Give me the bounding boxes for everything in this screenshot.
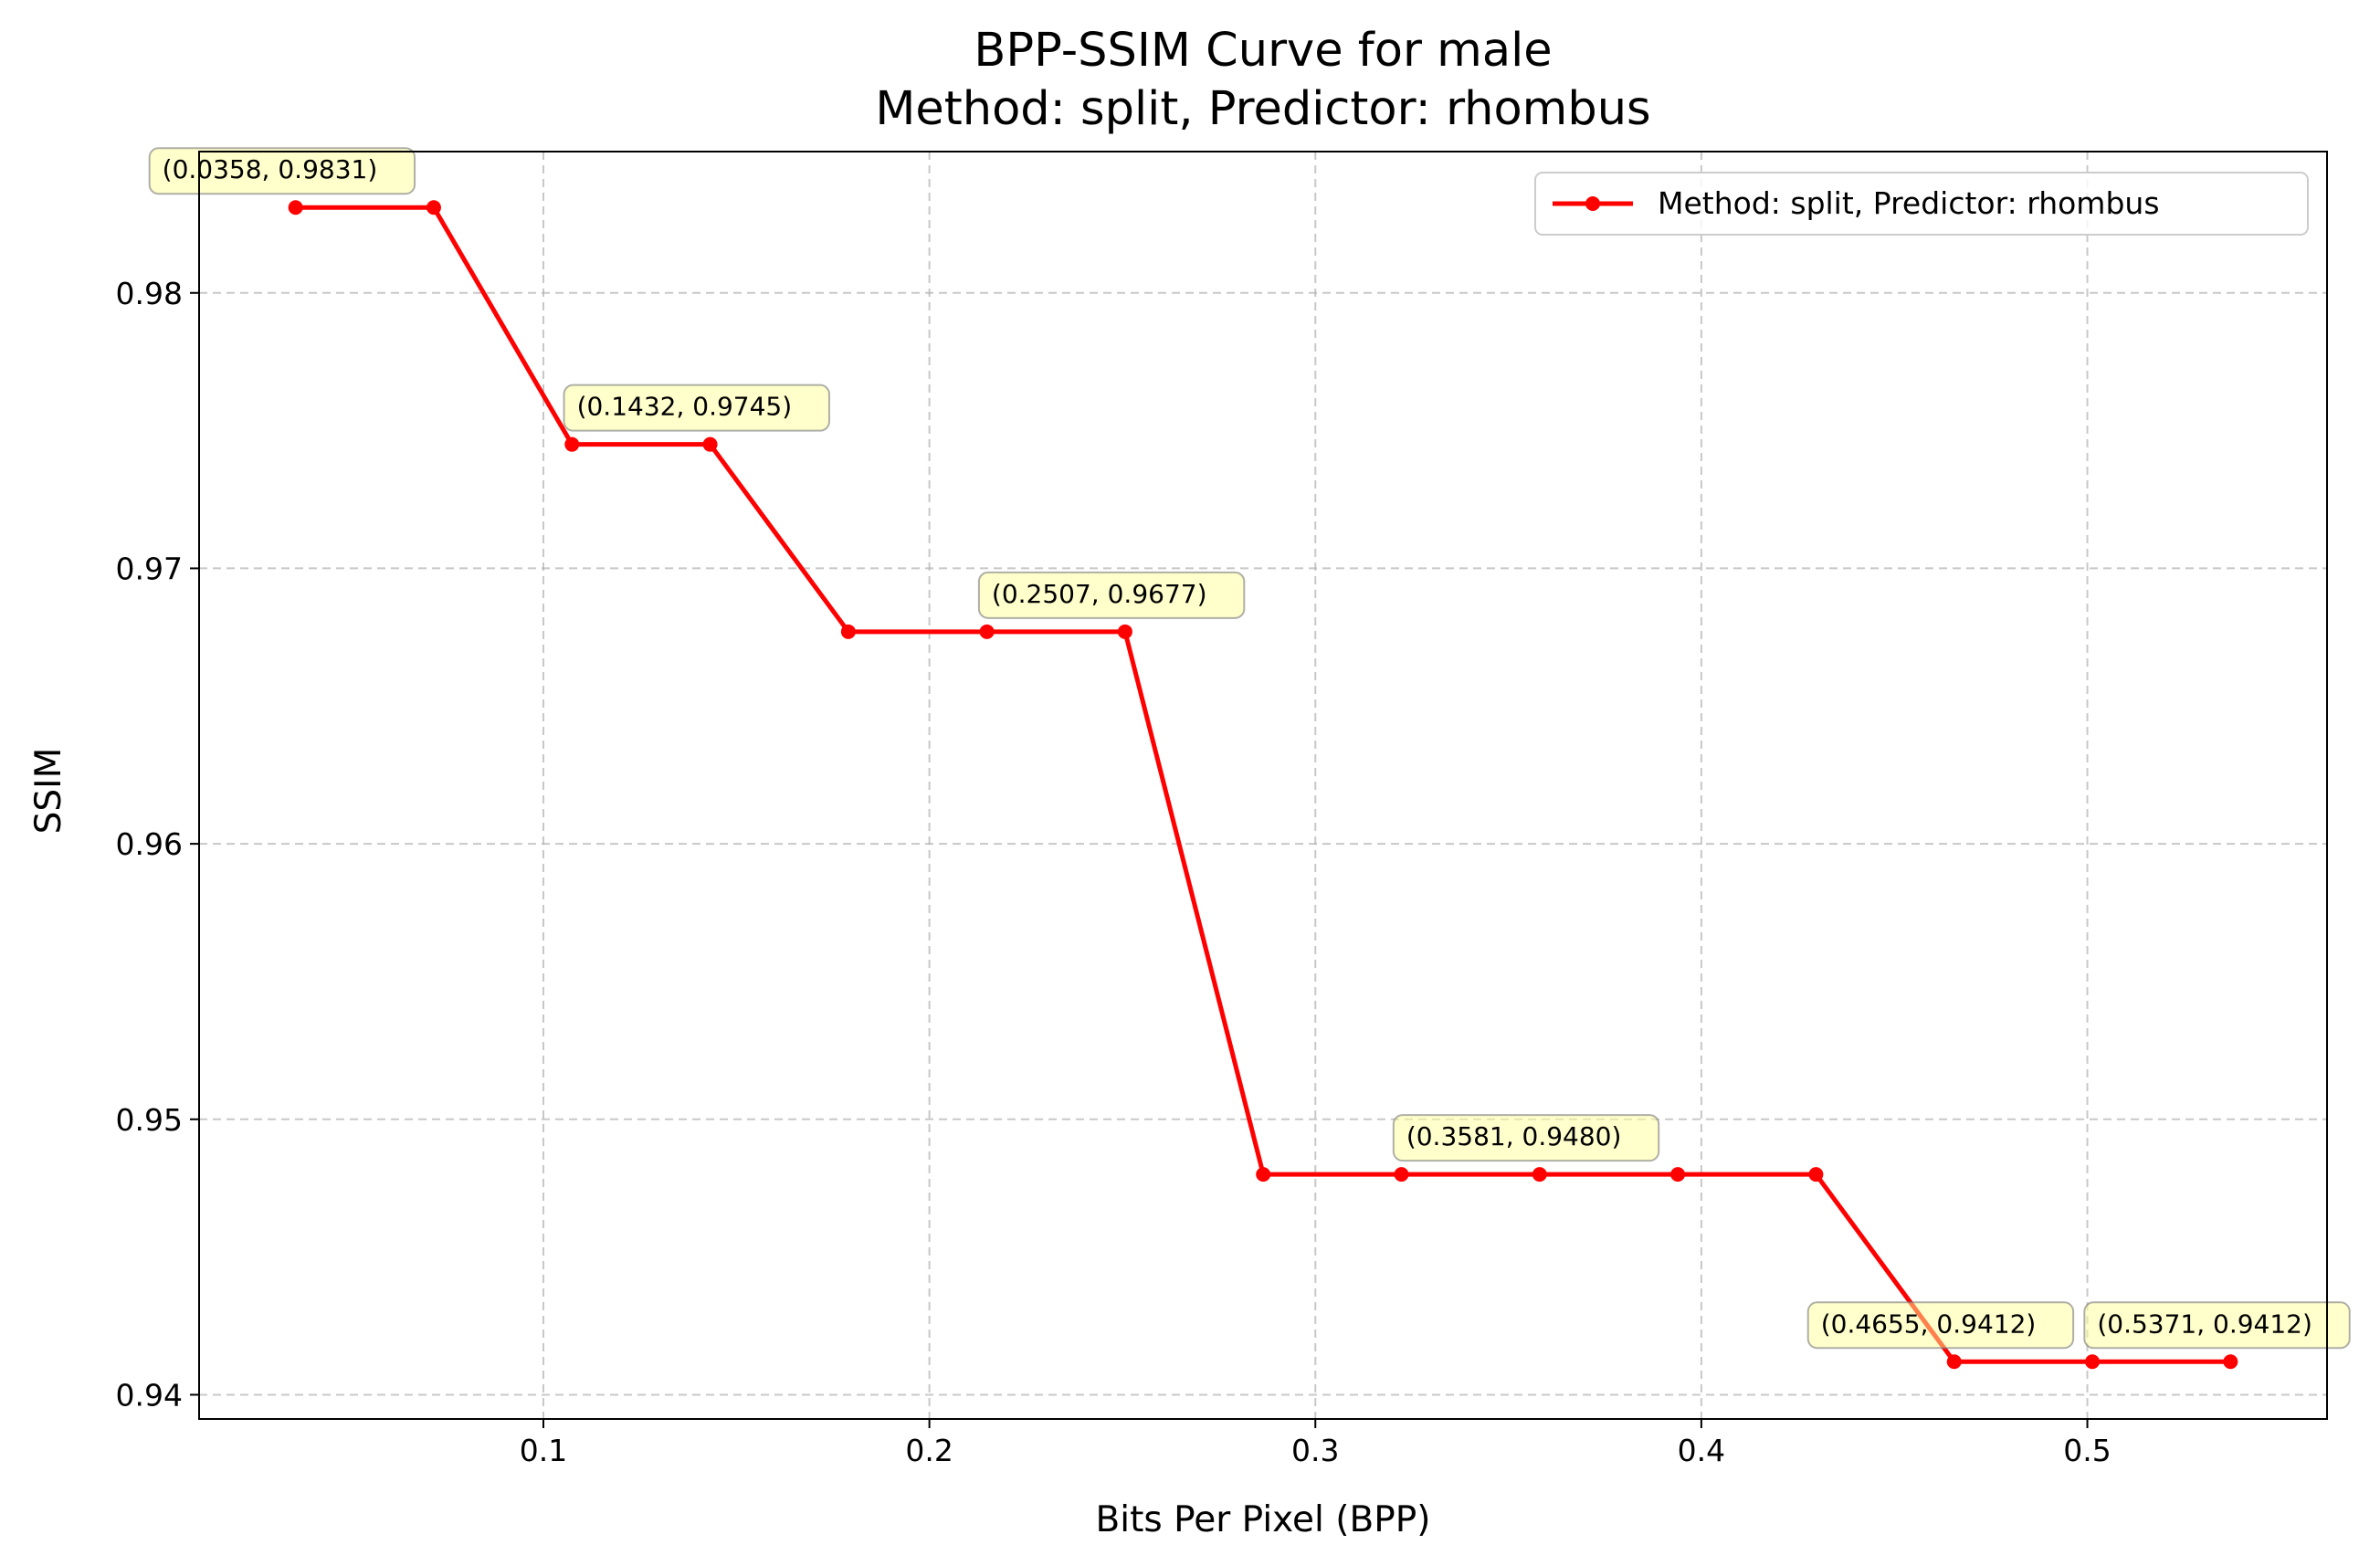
- annotation-label: (0.0358, 0.9831): [163, 154, 378, 184]
- annotation-box: [563, 384, 830, 432]
- x-tick-label: 0.1: [520, 1433, 567, 1468]
- legend-marker-swatch: [1585, 196, 1600, 211]
- annotation-box: [2083, 1301, 2351, 1350]
- data-point: [564, 436, 580, 452]
- data-point: [702, 436, 718, 452]
- y-tick-label: 0.94: [116, 1377, 183, 1413]
- annotation-box: [1392, 1114, 1660, 1162]
- chart-subtitle: Method: split, Predictor: rhombus: [875, 82, 1650, 136]
- series-line: [295, 205, 2231, 1364]
- y-axis-label: SSIM: [28, 748, 69, 835]
- annotation-box: [1806, 1301, 2075, 1350]
- data-point: [840, 624, 856, 639]
- data-point: [1532, 1167, 1547, 1182]
- x-tick-label: 0.3: [1291, 1433, 1339, 1468]
- data-point: [1256, 1167, 1271, 1182]
- data-point: [288, 200, 303, 215]
- x-axis-label: Bits Per Pixel (BPP): [1096, 1499, 1431, 1540]
- series-layer: [288, 200, 2238, 1370]
- chart-title: BPP-SSIM Curve for male: [974, 24, 1552, 78]
- y-tick-label: 0.97: [116, 551, 183, 586]
- data-point: [2223, 1354, 2238, 1370]
- annotation-box: [148, 147, 416, 195]
- data-point: [1808, 1167, 1824, 1182]
- data-point: [1394, 1167, 1409, 1182]
- grid-lines: [199, 152, 2327, 1419]
- annotations-layer: (0.0358, 0.9831) (0.1432, 0.9745) (0.2507,…: [148, 147, 2351, 1350]
- data-point: [2085, 1354, 2101, 1370]
- legend-label: Method: split, Predictor: rhombus: [1658, 185, 2160, 221]
- data-point: [1946, 1354, 1962, 1370]
- legend-box: [1534, 172, 2309, 236]
- y-tick-label: 0.95: [116, 1102, 183, 1138]
- annotation-label: (0.4655, 0.9412): [1821, 1309, 2037, 1339]
- data-point: [1670, 1167, 1686, 1182]
- plot-frame: [198, 151, 2328, 1420]
- x-tick-label: 0.2: [905, 1433, 953, 1468]
- x-tick-label: 0.4: [1678, 1433, 1725, 1468]
- data-point: [979, 624, 995, 639]
- y-tick-label: 0.98: [116, 276, 183, 311]
- x-tick-label: 0.5: [2063, 1433, 2111, 1468]
- data-point: [1117, 624, 1132, 639]
- annotation-label: (0.2507, 0.9677): [992, 579, 1207, 609]
- annotation-box: [977, 571, 1246, 619]
- axis-ticks: 0.1 0.2 0.3 0.4 0.5 0.94 0.95 0.96 0.97 0.98: [116, 276, 2111, 1468]
- y-tick-label: 0.96: [116, 826, 183, 862]
- annotation-label: (0.1432, 0.9745): [577, 392, 793, 422]
- annotation-label: (0.3581, 0.9480): [1406, 1121, 1622, 1151]
- annotation-label: (0.5371, 0.9412): [2097, 1309, 2312, 1339]
- legend: Method: split, Predictor: rhombus: [1534, 172, 2309, 236]
- data-point: [426, 200, 441, 215]
